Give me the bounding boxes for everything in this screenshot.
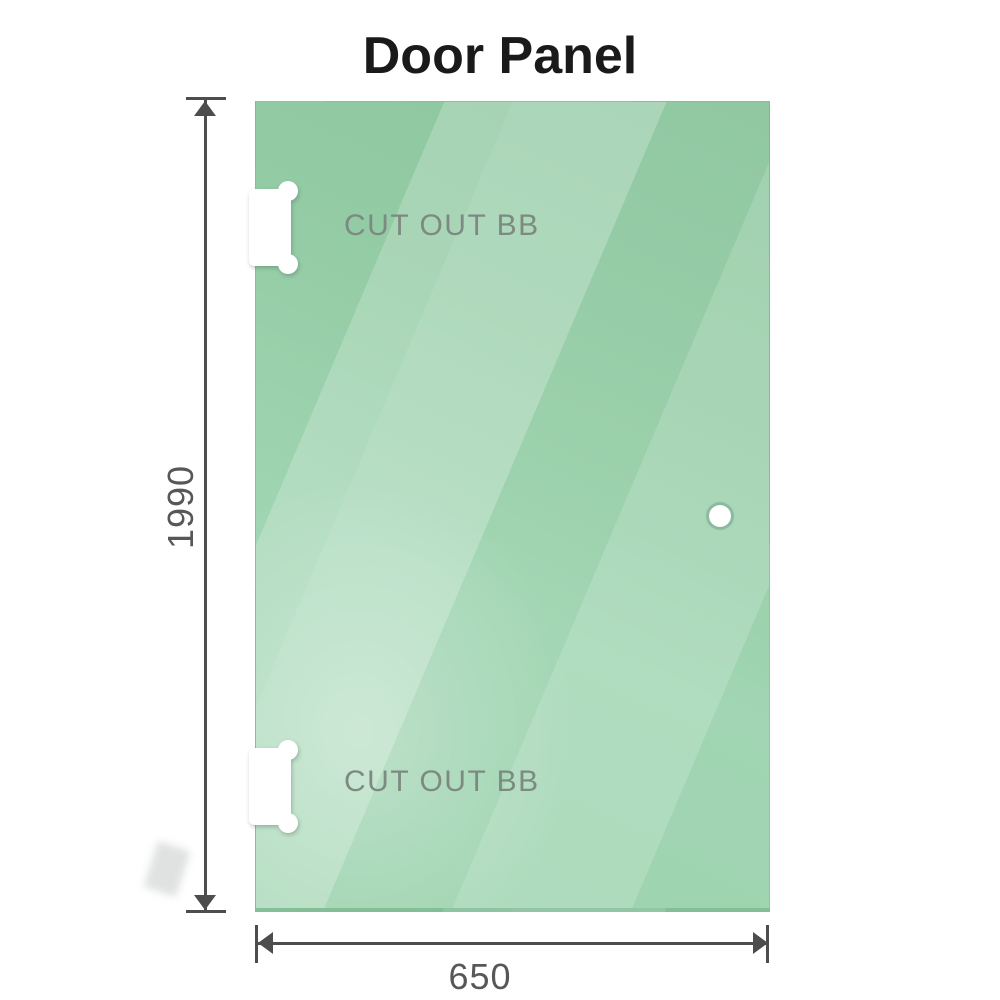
dimension-cap bbox=[186, 97, 226, 100]
cutout-corner-hole-icon bbox=[278, 740, 298, 760]
cutout-corner-hole-icon bbox=[278, 813, 298, 833]
dimension-line bbox=[204, 100, 207, 910]
cutout-corner-hole-icon bbox=[278, 254, 298, 274]
dimension-line bbox=[257, 942, 768, 945]
cutout-label-bottom: CUT OUT BB bbox=[344, 765, 540, 798]
hinge-cutout-top bbox=[249, 180, 309, 276]
cutout-corner-hole-icon bbox=[278, 181, 298, 201]
cutout-label-top: CUT OUT BB bbox=[344, 209, 540, 242]
page-title: Door Panel bbox=[362, 27, 638, 85]
width-value: 650 bbox=[448, 956, 512, 997]
arrow-down-icon bbox=[194, 895, 216, 910]
hinge-cutout-notch bbox=[249, 189, 291, 266]
hinge-cutout-bottom bbox=[249, 739, 309, 835]
height-value: 1990 bbox=[160, 464, 201, 550]
dimension-cap bbox=[186, 910, 226, 913]
handle-hole bbox=[709, 505, 731, 527]
hinge-cutout-notch bbox=[249, 748, 291, 825]
dimension-cap bbox=[766, 925, 769, 963]
shadow-smudge bbox=[143, 840, 191, 898]
dimension-cap bbox=[255, 925, 258, 963]
glass-panel: CUT OUT BB CUT OUT BB bbox=[249, 101, 770, 912]
arrow-right-icon bbox=[753, 932, 768, 954]
